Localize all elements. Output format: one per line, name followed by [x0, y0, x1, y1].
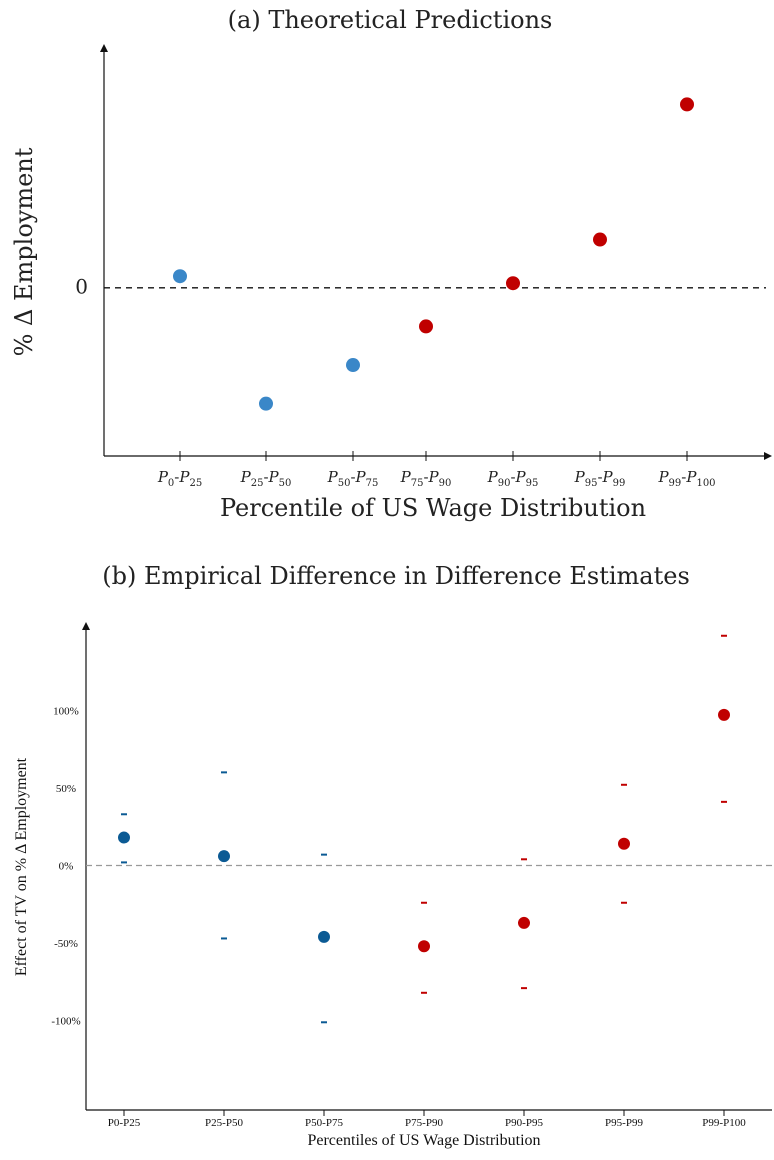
panel-a-theoretical: (a) Theoretical Predictions 0 % Δ Employ… — [10, 6, 772, 522]
panel-b-y-tick-label: 100% — [53, 705, 79, 717]
panel-b-x-tick-label: P95-P99 — [605, 1117, 643, 1129]
panel-a-x-tick-label: P0-P25 — [157, 468, 202, 489]
panel-b-point — [118, 831, 130, 844]
panel-b-title: (b) Empirical Difference in Difference E… — [102, 562, 690, 590]
panel-a-point — [419, 319, 433, 334]
panel-a-point — [680, 97, 694, 112]
panel-b-point — [318, 930, 330, 943]
panel-b-x-tick-label: P75-P90 — [405, 1117, 443, 1129]
panel-b-y-axis-label: Effect of TV on % Δ Employment — [13, 757, 30, 976]
panel-b-y-tick-label: 50% — [56, 783, 76, 795]
panel-b-point — [218, 850, 230, 863]
panel-b-x-axis-label: Percentiles of US Wage Distribution — [307, 1132, 540, 1149]
panel-a-x-tick-label: P90-P95 — [487, 468, 539, 489]
panel-b-y-tick-label: 0% — [59, 861, 74, 873]
panel-a-point — [259, 396, 273, 411]
panel-a-point — [173, 269, 187, 284]
panel-b-y-tick-label: -50% — [54, 938, 78, 950]
panel-a-point — [346, 358, 360, 373]
panel-b-empirical: (b) Empirical Difference in Difference E… — [13, 562, 772, 1149]
panel-a-x-tick-label: P99-P100 — [657, 468, 715, 489]
panel-b-x-tick-label: P99-P100 — [702, 1117, 746, 1129]
panel-a-y-tick-label: 0 — [75, 274, 88, 298]
panel-b-y-tick-label: -100% — [51, 1016, 80, 1028]
panel-a-title: (a) Theoretical Predictions — [228, 6, 553, 34]
panel-b-x-tick-label: P25-P50 — [205, 1117, 243, 1129]
panel-a-x-tick-label: P75-P90 — [400, 468, 452, 489]
panel-a-x-tick-label: P25-P50 — [240, 468, 292, 489]
panel-a-point — [506, 276, 520, 291]
panel-b-x-tick-label: P0-P25 — [108, 1117, 141, 1129]
panel-b-x-tick-label: P50-P75 — [305, 1117, 343, 1129]
panel-a-x-tick-label: P95-P99 — [574, 468, 626, 489]
panel-a-x-tick-label: P50-P75 — [327, 468, 379, 489]
panel-b-point — [418, 940, 430, 953]
panel-a-x-axis-label: Percentile of US Wage Distribution — [220, 494, 646, 522]
panel-a-y-axis-label: % Δ Employment — [10, 147, 38, 356]
panel-b-point — [618, 837, 630, 850]
panel-b-x-tick-label: P90-P95 — [505, 1117, 543, 1129]
panel-a-point — [593, 232, 607, 247]
panel-b-point — [718, 708, 730, 721]
panel-b-point — [518, 916, 530, 929]
